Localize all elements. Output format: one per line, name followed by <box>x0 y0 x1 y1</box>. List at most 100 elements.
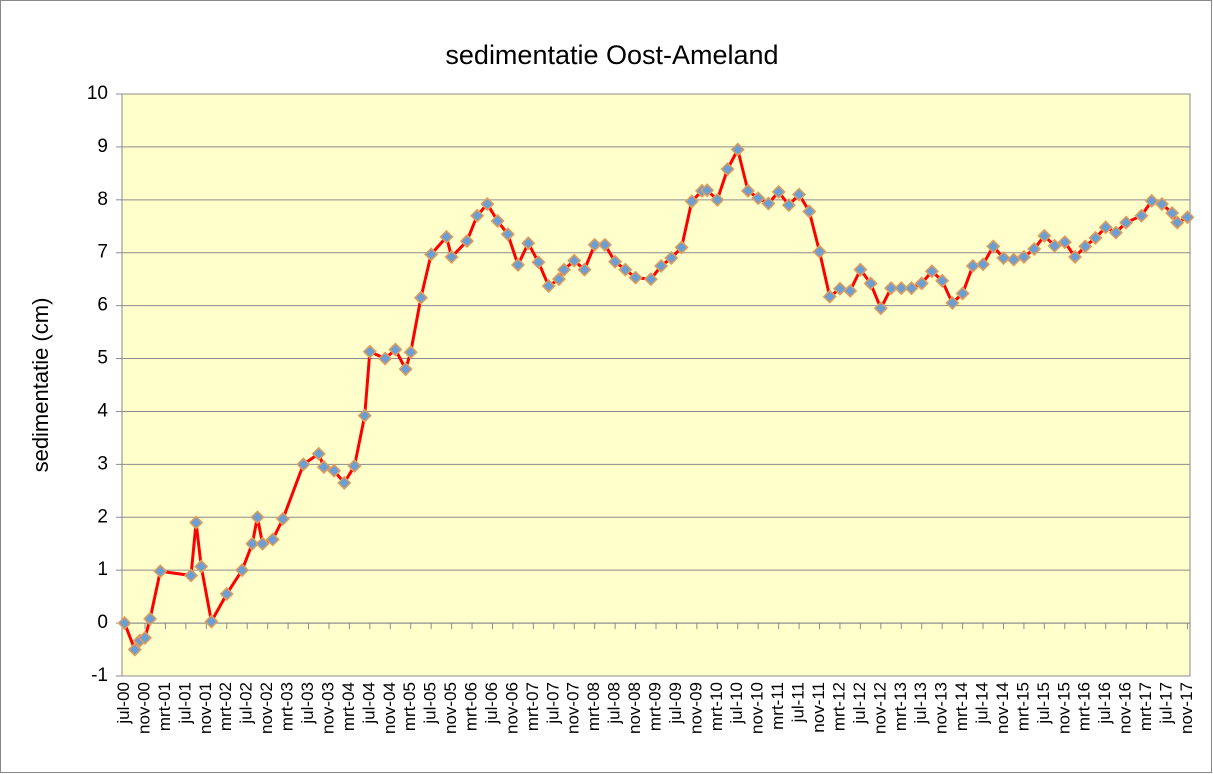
data-marker <box>250 510 265 525</box>
data-marker <box>955 286 970 301</box>
x-tick-label: nov-17 <box>1177 682 1196 734</box>
data-marker <box>424 247 439 262</box>
x-tick-label: nov-00 <box>134 682 153 734</box>
y-tick-label: 10 <box>87 83 108 104</box>
chart-title: sedimentatie Oost-Ameland <box>445 40 778 70</box>
data-marker <box>235 563 250 578</box>
data-marker <box>444 249 459 265</box>
data-marker <box>1119 215 1134 230</box>
data-marker <box>194 559 209 574</box>
data-marker <box>337 475 352 490</box>
y-tick-label: 4 <box>97 400 108 421</box>
x-tick-label: mrt-05 <box>400 682 419 731</box>
x-tick-label: mrt-04 <box>339 682 358 731</box>
x-tick-label: jul-07 <box>543 682 562 725</box>
x-tick-label: mrt-10 <box>707 682 726 731</box>
x-tick-label: nov-16 <box>1116 682 1135 734</box>
data-marker <box>500 227 515 242</box>
data-marker <box>1047 238 1062 253</box>
x-tick-label: nov-12 <box>870 682 889 734</box>
data-marker <box>255 536 270 551</box>
data-marker <box>597 237 612 252</box>
data-marker <box>700 183 715 198</box>
data-marker <box>551 272 566 287</box>
data-marker <box>853 262 868 277</box>
data-marker <box>1078 239 1093 254</box>
data-marker <box>1180 210 1195 225</box>
data-marker <box>720 162 735 177</box>
x-tick-label: mrt-12 <box>829 682 848 731</box>
data-marker <box>832 281 848 296</box>
data-marker <box>945 295 960 311</box>
data-marker <box>510 257 526 272</box>
x-tick-label: mrt-16 <box>1075 682 1094 731</box>
data-marker <box>664 250 679 266</box>
x-tick-label: jul-13 <box>911 682 930 725</box>
data-marker <box>153 564 168 579</box>
y-tick-label: 1 <box>97 559 108 580</box>
data-marker <box>1134 208 1149 223</box>
x-tick-label: mrt-15 <box>1013 682 1032 731</box>
data-marker <box>531 255 546 270</box>
data-marker <box>1165 205 1180 221</box>
data-marker <box>904 281 919 296</box>
data-marker <box>117 616 132 631</box>
x-tick-label: nov-02 <box>257 682 276 734</box>
data-marker <box>1027 241 1042 257</box>
data-marker <box>1016 249 1031 265</box>
x-tick-label: jul-05 <box>421 682 440 725</box>
data-marker <box>521 236 536 251</box>
data-marker <box>189 515 204 530</box>
data-marker <box>751 191 766 206</box>
x-tick-label: mrt-06 <box>462 682 481 731</box>
y-tick-label: 6 <box>97 295 108 316</box>
data-marker <box>608 254 623 269</box>
y-tick-label: 0 <box>97 612 108 633</box>
data-marker <box>1037 228 1052 243</box>
data-marker <box>812 244 827 259</box>
data-marker <box>245 536 260 551</box>
data-marker <box>822 289 837 304</box>
y-tick-label: 9 <box>97 136 108 157</box>
x-tick-label: jul-10 <box>727 682 746 725</box>
x-tick-label: jul-06 <box>482 682 501 725</box>
x-tick-label: mrt-17 <box>1136 682 1155 731</box>
data-marker <box>863 276 878 291</box>
y-tick-label: 5 <box>97 348 108 369</box>
y-tick-label: 3 <box>97 453 108 474</box>
data-marker <box>347 458 362 474</box>
data-marker <box>265 532 280 547</box>
x-tick-label: nov-07 <box>564 682 583 734</box>
data-marker <box>439 229 454 244</box>
x-tick-label: mrt-13 <box>891 682 910 731</box>
data-marker <box>873 301 888 316</box>
data-marker <box>219 586 234 602</box>
x-tick-label: nov-13 <box>932 682 951 734</box>
plot-area <box>121 93 1191 677</box>
data-marker <box>1154 196 1169 212</box>
data-marker <box>1144 193 1159 208</box>
x-tick-label: mrt-02 <box>216 682 235 731</box>
data-marker <box>884 281 899 296</box>
x-tick-label: nov-04 <box>380 682 399 734</box>
x-tick-label: mrt-01 <box>155 682 174 731</box>
x-tick-label: nov-15 <box>1054 682 1073 734</box>
x-tick-label: nov-14 <box>993 682 1012 734</box>
x-tick-label: jul-03 <box>298 682 317 725</box>
data-marker <box>143 611 158 626</box>
data-marker <box>403 345 418 360</box>
x-tick-label: nov-11 <box>809 682 828 733</box>
data-marker <box>490 213 505 229</box>
data-marker <box>311 446 326 461</box>
x-tick-label: nov-03 <box>318 682 337 734</box>
x-tick-label: nov-01 <box>196 682 215 734</box>
data-marker <box>567 253 582 268</box>
data-marker <box>587 237 602 252</box>
data-marker <box>628 270 643 285</box>
x-tick-label: jul-00 <box>114 682 133 725</box>
x-tick-label: mrt-11 <box>768 682 787 730</box>
x-tick-label: jul-09 <box>666 682 685 725</box>
data-marker <box>1057 235 1072 250</box>
x-tick-label: jul-14 <box>973 682 992 725</box>
